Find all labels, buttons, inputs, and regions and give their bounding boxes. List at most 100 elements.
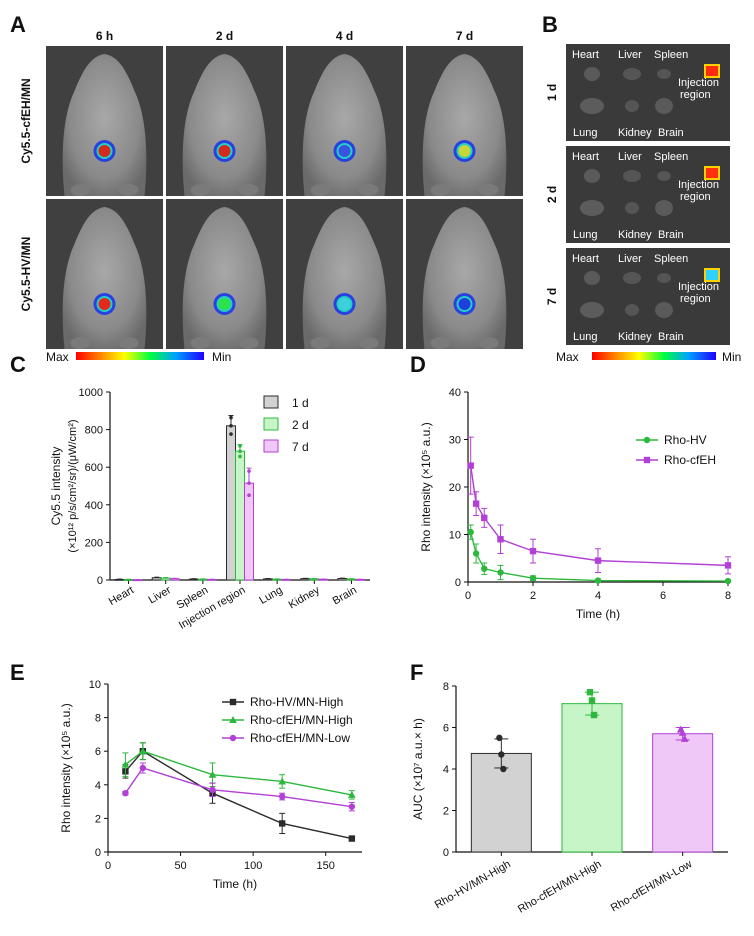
data-point [529,547,537,555]
x-axis-label: Time (h) [213,877,257,891]
data-point [586,689,594,696]
series-line [470,531,729,582]
colorbar-gradient [76,352,204,360]
y-tick-label: 10 [449,530,461,542]
y-tick-label: 20 [449,482,461,494]
mouse-hindpaw [310,337,331,349]
data-point [278,820,286,827]
data-point [209,786,216,794]
organ-label-top: Heart [572,49,599,61]
data-point [278,793,286,800]
bar [244,482,254,581]
data-point [229,424,233,428]
organ-label-top: Spleen [654,151,688,163]
x-axis-label: Time (h) [576,607,620,621]
injection-label: Injection [678,281,719,293]
chart-c-cy55-organ-intensity: 0 200 400 600 800 1000 Cy5.5 intensity (×10¹² p… [49,387,370,632]
data-point [467,528,474,536]
organ-heart [584,67,600,81]
y-tick-label: 0 [443,847,449,859]
timepoint-label: 2 d [216,29,233,43]
y-tick-label: 0 [455,577,461,589]
legend-swatch [263,417,279,431]
y-axis-label: (×10¹² p/s/cm²/sr)/(μW/cm²) [67,419,79,552]
panel-letter-c: C [10,352,26,377]
legend-label: Rho-HV [664,433,707,447]
bar [235,450,245,581]
y-tick-label: 200 [85,537,103,549]
y-tick-label: 1000 [79,387,103,399]
bar [151,577,162,581]
colorbar-max-label: Max [556,350,579,364]
mouse-body [182,54,267,196]
y-tick-label: 600 [85,462,103,474]
panel-letter-f: F [410,660,423,685]
data-point [139,764,147,772]
panel-letter-e: E [10,660,25,685]
data-point [497,536,504,543]
timepoint-label: 6 h [96,29,113,43]
x-tick-label: 150 [317,860,335,872]
y-axis-label: Rho intensity (×10⁵ a.u.) [59,703,73,832]
injection-signal [706,270,718,280]
y-tick-label: 40 [449,387,461,399]
organ-label-top: Spleen [654,253,688,265]
data-point [247,481,251,485]
series-line [124,750,352,840]
panel-letter-b: B [542,12,558,37]
organ-spleen [657,171,671,181]
legend-label: Rho-cfEH/MN-High [250,713,353,727]
organ-label-bottom: Kidney [618,331,652,343]
injection-label: region [680,191,711,203]
x-tick-label: Rho-HV/MN-High [433,858,513,911]
organ-spleen [657,273,671,283]
x-tick-label: Injection region [177,584,248,632]
timepoint-label: 7 d [456,29,473,43]
data-point [472,500,480,507]
organ-label-top: Heart [572,151,599,163]
x-tick-label: 8 [725,590,731,602]
organ-tile [566,146,730,243]
data-point [348,790,356,798]
organ-label-bottom: Brain [658,331,684,343]
y-tick-label: 800 [85,425,103,437]
legend-label: Rho-cfEH [664,453,716,467]
x-tick-label: Brain [331,584,359,607]
bar [226,425,236,581]
y-axis-label: Cy5.5 intensity [49,447,63,526]
organ-label-top: Heart [572,253,599,265]
organ-lung [580,200,604,216]
organ-label-bottom: Lung [573,127,597,139]
y-tick-label: 2 [443,806,449,818]
y-tick-label: 2 [95,813,101,825]
signal-spot [218,298,231,310]
organ-liver [623,68,641,80]
organ-liver [623,272,641,284]
colorbar-min-label: Min [212,350,231,364]
y-tick-label: 6 [443,723,449,735]
signal-spot [98,145,111,157]
bar [263,578,274,581]
bar [169,578,180,581]
injection-label: region [680,293,711,305]
data-point [467,462,474,469]
mouse-body [422,207,507,349]
injection-label: Injection [678,77,719,89]
mouse-body [422,54,507,196]
organ-lung [580,302,604,318]
legend-label: 2 d [292,418,309,432]
data-point [122,790,129,797]
legend-swatch [263,439,279,453]
y-tick-label: 400 [85,500,103,512]
data-point [472,550,480,557]
organ-tile [566,44,730,141]
injection-label: Injection [678,179,719,191]
data-point [121,760,130,768]
organ-liver [623,170,641,182]
injection-signal [706,168,718,178]
organ-label-top: Liver [618,151,642,163]
x-tick-label: 2 [530,590,536,602]
data-point [496,734,503,742]
organ-label-bottom: Kidney [618,127,652,139]
